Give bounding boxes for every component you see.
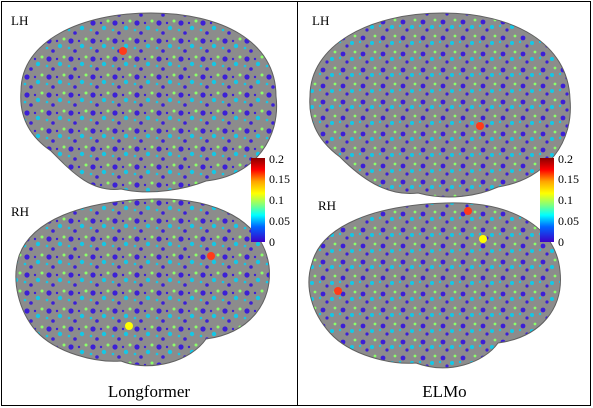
- panel-caption: ELMo: [422, 382, 467, 401]
- colorbar-tick: 0.15: [269, 172, 290, 186]
- lh-surface: [20, 12, 278, 193]
- brain-surfaces-longformer: [15, 12, 278, 367]
- colorbar-tick: 0.2: [269, 152, 284, 166]
- lh-surface: [309, 12, 571, 198]
- hemisphere-label-lh: LH: [11, 13, 29, 28]
- panel-longformer: LH RH 0.2 0.15 0.1 0.05 0 Longformer: [1, 1, 297, 406]
- brain-surfaces-elmo: [308, 12, 571, 369]
- colorbar-tick: 0.2: [558, 152, 573, 166]
- colorbar-tick: 0.1: [269, 193, 284, 207]
- panel-divider: [297, 1, 298, 406]
- panel-caption: Longformer: [107, 382, 191, 401]
- colorbar-tick: 0.05: [558, 214, 579, 228]
- colorbar-tick: 0.05: [269, 214, 290, 228]
- panel-elmo: LH RH 0.2 0.15 0.1 0.05 0 ELMo: [298, 1, 591, 406]
- colorbar: [540, 158, 554, 242]
- colorbar-tick: 0.1: [558, 193, 573, 207]
- hemisphere-label-rh: RH: [11, 204, 30, 219]
- colorbar-tick: 0: [558, 235, 564, 249]
- hemisphere-label-rh: RH: [318, 198, 337, 213]
- hemisphere-label-lh: LH: [312, 13, 330, 28]
- rh-surface: [15, 198, 270, 367]
- rh-surface: [308, 202, 561, 369]
- colorbar-tick: 0.15: [558, 172, 579, 186]
- colorbar: [251, 158, 265, 242]
- colorbar-tick: 0: [269, 235, 275, 249]
